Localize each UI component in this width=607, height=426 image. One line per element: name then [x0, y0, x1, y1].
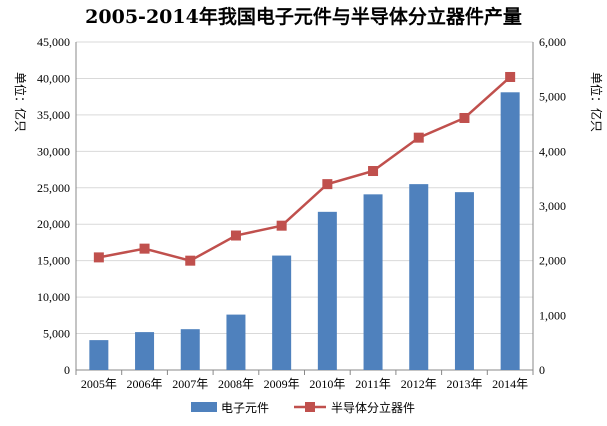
bar-electronic-components — [180, 329, 200, 370]
x-tick-label: 2008年 — [218, 377, 254, 391]
y-right-tick-label: 2,000 — [539, 254, 566, 268]
y-left-tick-label: 40,000 — [37, 71, 70, 85]
x-tick-label: 2005年 — [81, 377, 117, 391]
line-point-semiconductor-devices — [505, 71, 516, 82]
y-right-axis-title: 单位：亿只 — [589, 72, 604, 132]
bar-electronic-components — [409, 184, 429, 370]
y-right-tick-label: 0 — [539, 363, 545, 377]
bar-electronic-components — [89, 340, 109, 370]
x-tick-label: 2011年 — [355, 377, 391, 391]
y-left-tick-label: 10,000 — [37, 290, 70, 304]
line-point-semiconductor-devices — [230, 230, 241, 241]
bar-electronic-components — [363, 194, 383, 370]
line-point-semiconductor-devices — [459, 112, 470, 123]
line-semiconductor-devices — [98, 76, 511, 263]
x-tick-label: 2010年 — [309, 377, 345, 391]
y-left-axis-title: 单位：亿只 — [13, 72, 28, 132]
y-right-tick-label: 5,000 — [539, 90, 566, 104]
line-point-semiconductor-devices — [413, 132, 424, 143]
y-left-tick-label: 5,000 — [43, 327, 70, 341]
y-right-tick-label: 4,000 — [539, 144, 566, 158]
bar-electronic-components — [454, 192, 474, 370]
x-tick-label: 2013年 — [446, 377, 482, 391]
line-point-semiconductor-devices — [368, 166, 379, 177]
y-left-tick-label: 20,000 — [37, 217, 70, 231]
legend-swatch-electronic-components — [191, 402, 217, 412]
bar-electronic-components — [226, 314, 246, 370]
y-left-tick-label: 15,000 — [37, 254, 70, 268]
x-tick-label: 2012年 — [401, 377, 437, 391]
y-left-tick-label: 30,000 — [37, 144, 70, 158]
bar-electronic-components — [317, 211, 337, 370]
x-tick-label: 2006年 — [127, 377, 163, 391]
legend-marker-semiconductor-devices — [305, 402, 315, 412]
legend-label-electronic-components: 电子元件 — [221, 401, 269, 415]
chart-title: 2005-2014年我国电子元件与半导体分立器件产量 — [85, 6, 522, 28]
x-tick-label: 2009年 — [264, 377, 300, 391]
line-point-semiconductor-devices — [93, 252, 104, 263]
line-point-semiconductor-devices — [276, 220, 287, 231]
x-tick-label: 2014年 — [492, 377, 528, 391]
line-point-semiconductor-devices — [139, 243, 150, 254]
x-tick-label: 2007年 — [172, 377, 208, 391]
y-left-tick-label: 35,000 — [37, 108, 70, 122]
y-left-tick-label: 0 — [64, 363, 70, 377]
bar-electronic-components — [272, 255, 292, 370]
y-right-tick-label: 1,000 — [539, 308, 566, 322]
bar-electronic-components — [135, 332, 155, 370]
y-left-tick-label: 25,000 — [37, 181, 70, 195]
bar-electronic-components — [500, 92, 520, 370]
legend-label-semiconductor-devices: 半导体分立器件 — [331, 400, 415, 415]
y-right-tick-label: 3,000 — [539, 199, 566, 213]
y-left-tick-label: 45,000 — [37, 35, 70, 49]
line-point-semiconductor-devices — [322, 179, 333, 190]
line-point-semiconductor-devices — [185, 255, 196, 266]
y-right-tick-label: 6,000 — [539, 35, 566, 49]
